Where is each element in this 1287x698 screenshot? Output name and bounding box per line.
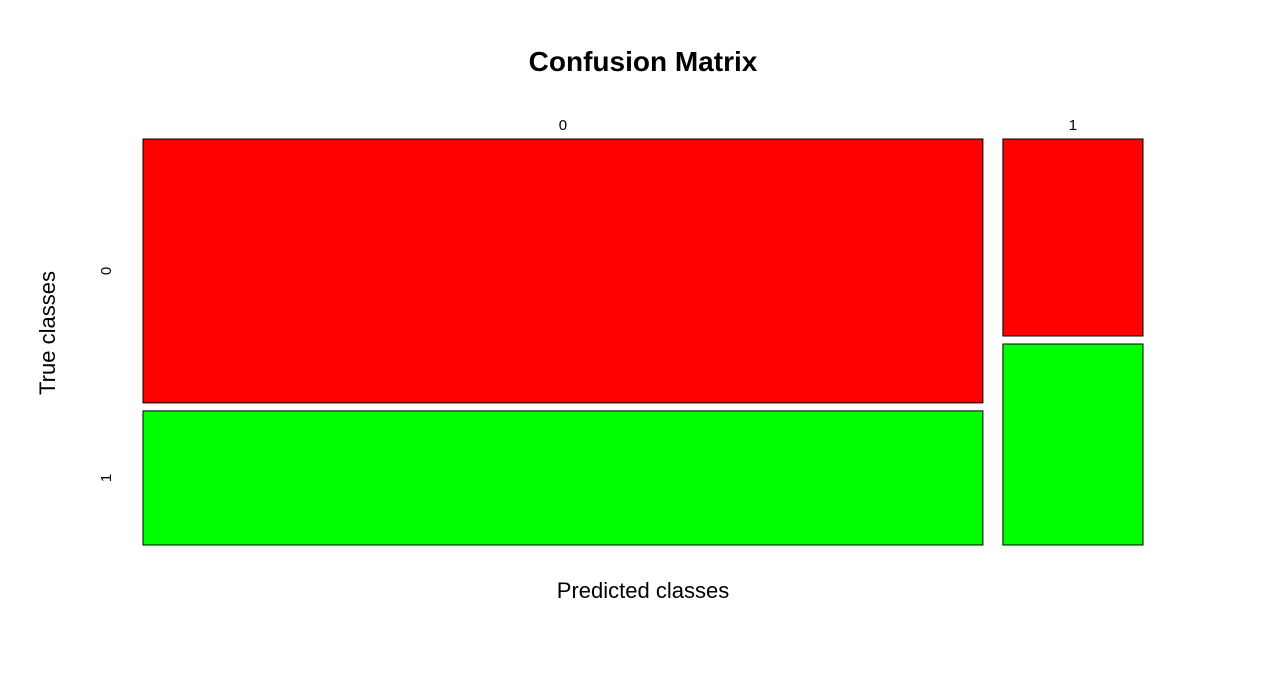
- y-axis-label: True classes: [35, 271, 60, 395]
- predicted-tick-1: 1: [1069, 117, 1077, 134]
- true-tick-0: 0: [98, 267, 115, 275]
- tile-pred1-true1: [1002, 343, 1144, 546]
- tile-pred1-true0: [1002, 138, 1144, 337]
- true-tick-1: 1: [98, 474, 115, 482]
- predicted-tick-0: 0: [559, 117, 567, 134]
- x-axis-label: Predicted classes: [557, 578, 729, 603]
- tile-pred0-true0: [142, 138, 984, 404]
- tick-labels: 0 0 1 1: [98, 117, 1077, 482]
- tile-pred0-true1: [142, 410, 984, 546]
- chart-title: Confusion Matrix: [529, 46, 758, 77]
- mosaic-tiles: [142, 138, 1144, 546]
